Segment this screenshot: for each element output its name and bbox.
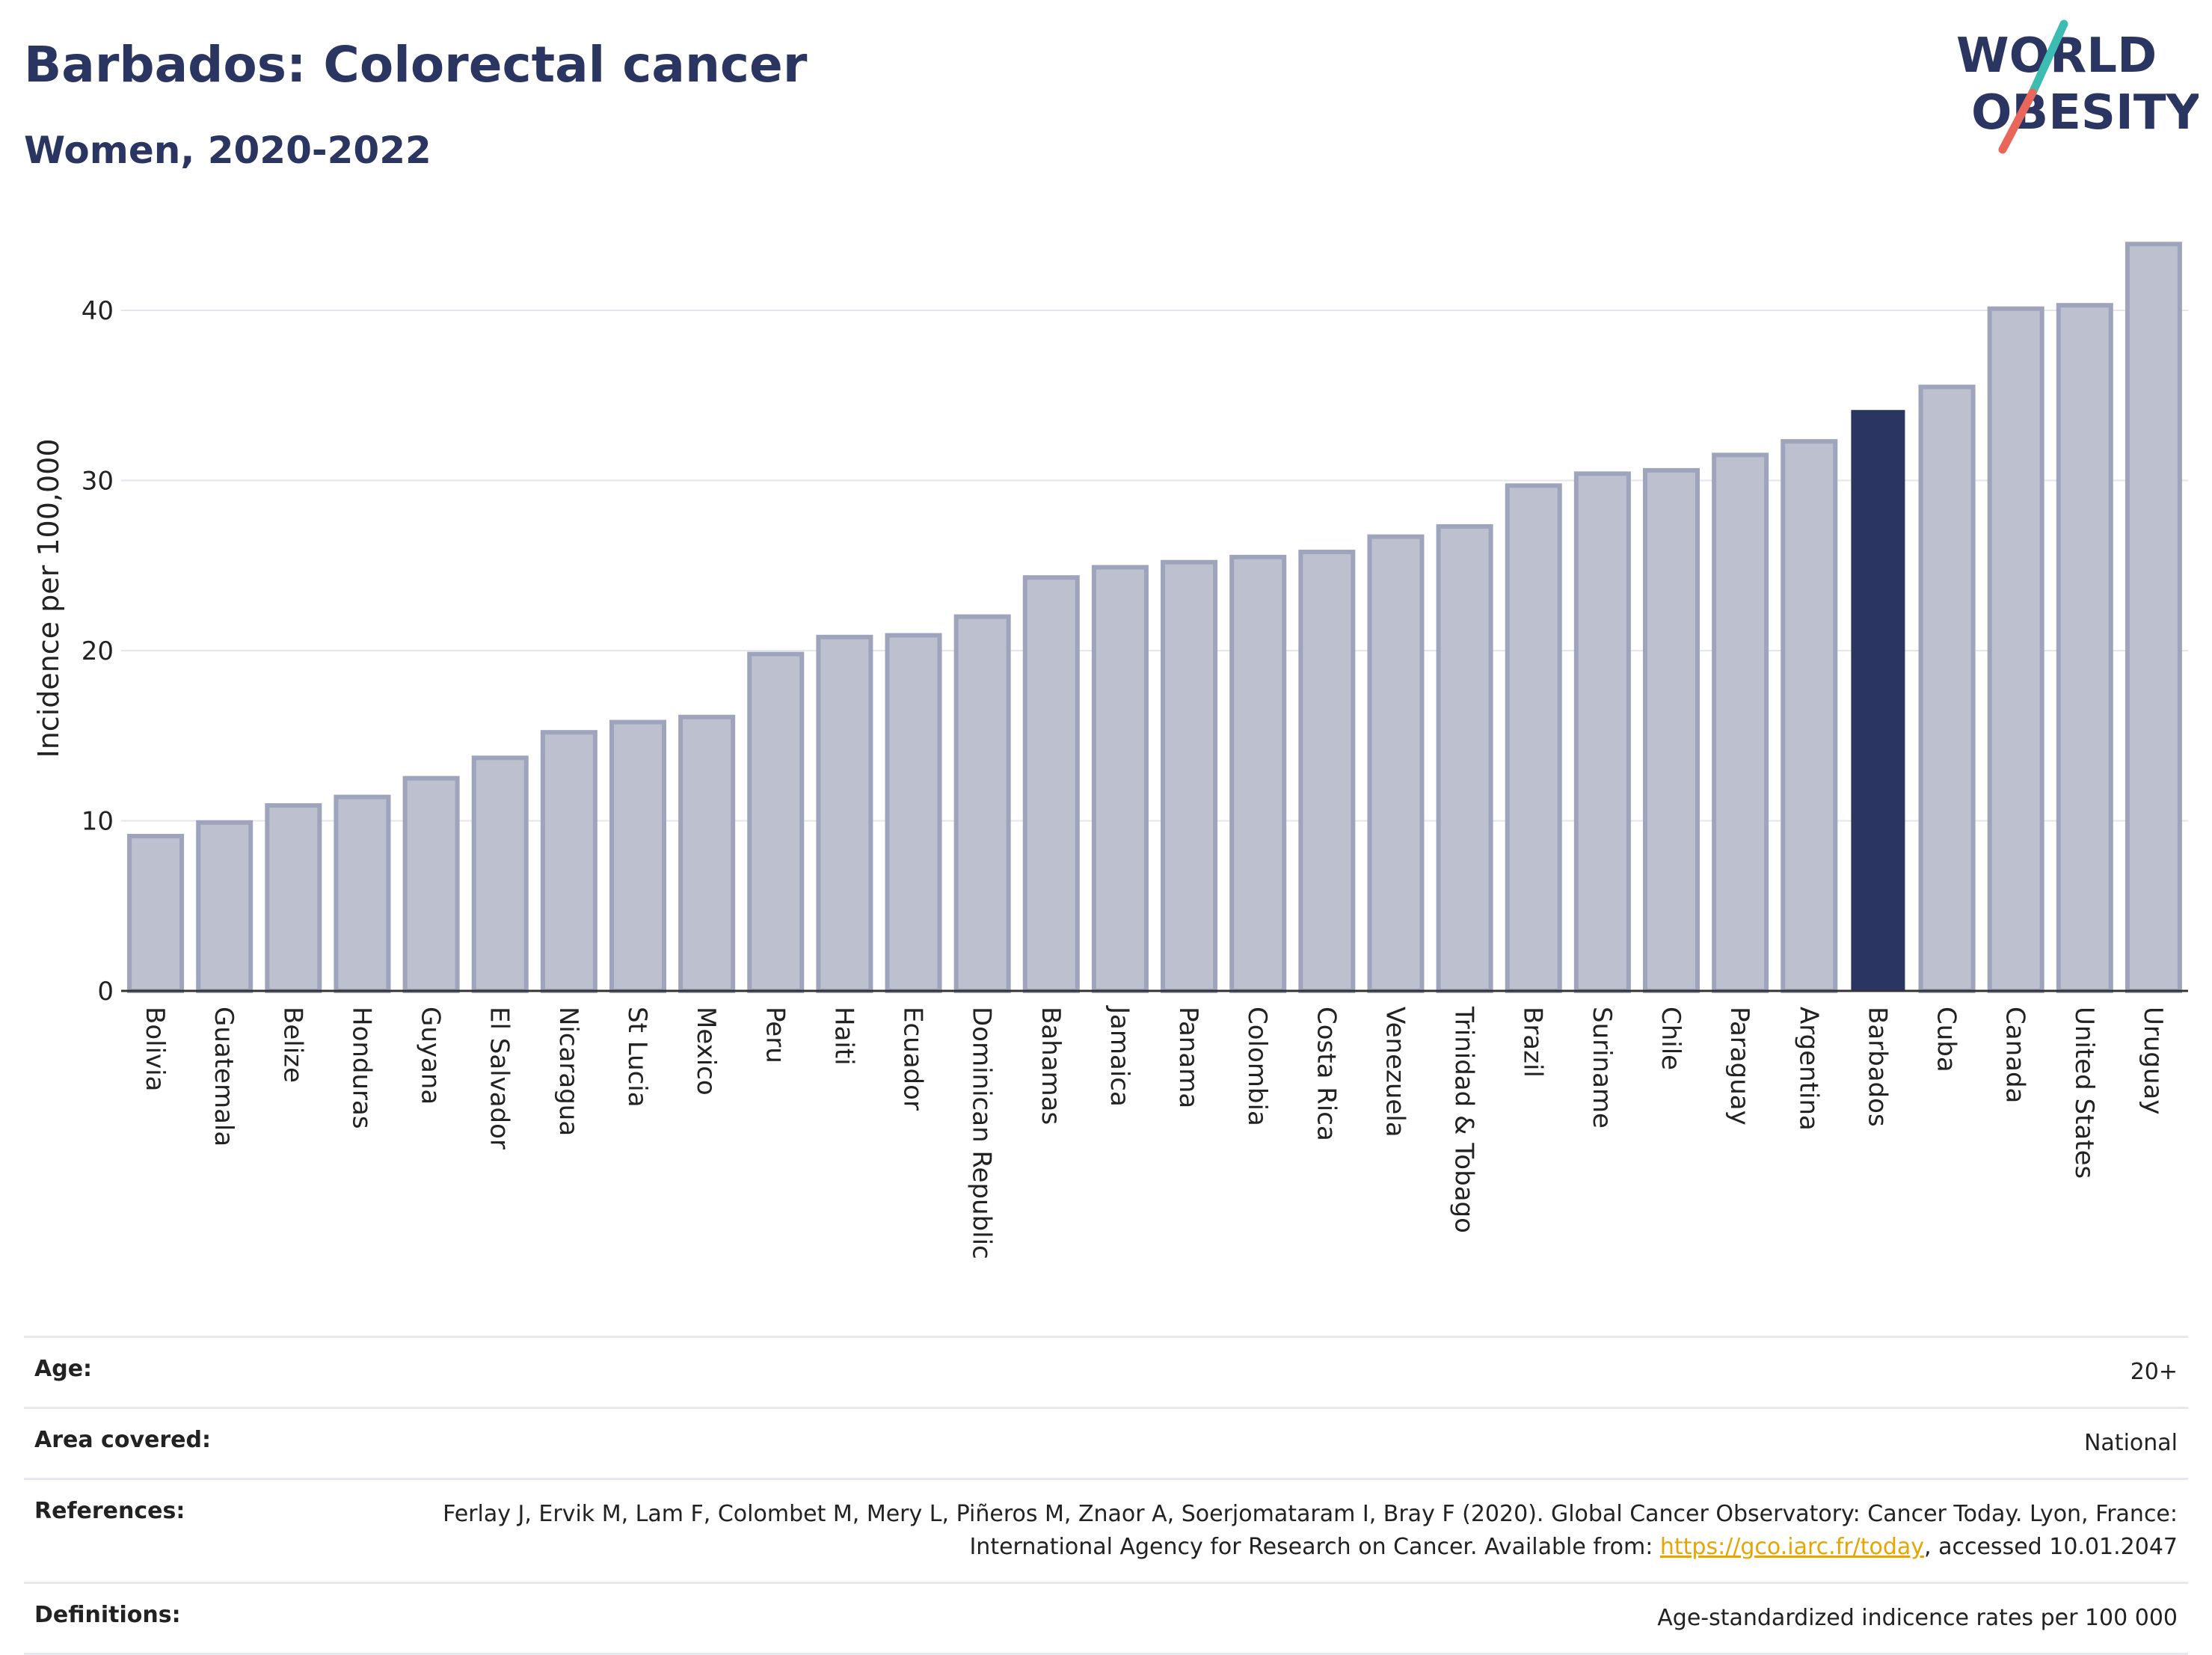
bar-trinidad-tobago — [1436, 523, 1493, 993]
x-tick-label: Jamaica — [1105, 1005, 1134, 1107]
bar-argentina — [1781, 439, 1838, 993]
bar-guatemala — [196, 820, 254, 994]
y-tick-label: 30 — [82, 467, 114, 497]
bar-guyana — [402, 776, 460, 993]
meta-label-definitions: Definitions: — [34, 1602, 181, 1628]
meta-row-area: Area covered: National — [24, 1407, 2188, 1479]
reference-link[interactable]: https://gco.iarc.fr/today — [1659, 1534, 1925, 1560]
bar-ecuador — [885, 633, 942, 994]
x-tick-label: Chile — [1656, 1007, 1686, 1070]
x-tick-label: Haiti — [829, 1007, 858, 1066]
reference-text-end: , accessed 10.01.2047 — [1924, 1534, 2178, 1560]
meta-value-definitions: Age-standardized indicence rates per 100… — [1657, 1605, 2178, 1631]
x-tick-label: Canada — [2000, 1007, 2030, 1103]
x-tick-label: Brazil — [1518, 1007, 1548, 1078]
page-subtitle: Women, 2020-2022 — [24, 129, 431, 172]
x-tick-label: Costa Rica — [1311, 1007, 1341, 1141]
x-tick-label: Uruguay — [2138, 1007, 2168, 1115]
bar-nicaragua — [540, 730, 597, 993]
bar-venezuela — [1367, 534, 1425, 993]
bar-suriname — [1573, 471, 1631, 993]
x-tick-label: Cuba — [1932, 1007, 1961, 1072]
x-tick-label: Peru — [760, 1007, 790, 1063]
x-tick-label: Dominican Republic — [967, 1007, 997, 1259]
meta-label-area: Area covered: — [34, 1427, 211, 1453]
logo-slash-coral — [1998, 88, 2037, 154]
metadata-table: Age: 20+ Area covered: National Referenc… — [24, 1336, 2188, 1655]
y-tick-label: 0 — [97, 977, 114, 1007]
world-obesity-logo: WORLD OBESITY — [1956, 19, 2199, 154]
y-tick-label: 20 — [82, 636, 114, 666]
x-tick-label: Bahamas — [1036, 1007, 1066, 1125]
bar-united-states — [2056, 303, 2113, 993]
bar-haiti — [816, 634, 873, 993]
x-tick-label: Paraguay — [1724, 1007, 1754, 1126]
y-axis-title: Incidence per 100,000 — [32, 438, 65, 758]
x-tick-label: Panama — [1173, 1007, 1203, 1108]
bar-barbados — [1851, 410, 1905, 992]
bar-colombia — [1229, 554, 1287, 993]
bar-honduras — [334, 794, 391, 994]
bar-canada — [1987, 306, 2044, 994]
x-axis-labels: Bolivia Guatemala Belize Honduras Guyana El S… — [140, 1005, 2168, 1259]
bar-belize — [265, 803, 322, 994]
x-tick-label: Barbados — [1862, 1007, 1892, 1127]
bar-brazil — [1505, 483, 1562, 993]
x-tick-label: Guyana — [416, 1007, 446, 1105]
y-axis-ticks: 0 10 20 30 40 — [82, 296, 114, 1007]
bar-mexico — [678, 714, 736, 993]
bar-panama — [1161, 559, 1218, 993]
chart-bars — [127, 242, 2182, 994]
x-tick-label: Bolivia — [140, 1007, 170, 1091]
x-tick-label: United States — [2069, 1007, 2099, 1179]
meta-row-definitions: Definitions: Age-standardized indicence … — [24, 1582, 2188, 1654]
chart-gridlines — [121, 310, 2188, 822]
x-tick-label: Guatemala — [209, 1007, 239, 1146]
meta-value-area: National — [2083, 1430, 2178, 1456]
bar-st-lucia — [609, 719, 667, 993]
x-tick-label: El Salvador — [485, 1007, 514, 1149]
x-tick-label: Suriname — [1587, 1007, 1617, 1129]
bar-jamaica — [1091, 565, 1149, 993]
x-tick-label: Mexico — [691, 1007, 721, 1096]
x-tick-label: Ecuador — [898, 1007, 928, 1111]
x-tick-label: St Lucia — [622, 1007, 652, 1108]
x-tick-label: Argentina — [1793, 1007, 1823, 1131]
bar-peru — [747, 651, 805, 993]
page-title: Barbados: Colorectal cancer — [24, 36, 808, 93]
bar-cuba — [1918, 384, 1976, 993]
bar-uruguay — [2125, 242, 2182, 993]
reference-text: Ferlay J, Ervik M, Lam F, Colombet M, Me… — [443, 1501, 2178, 1560]
bar-chart: 0 10 20 30 40 Bolivia Guatemala Belize Honduras… — [32, 242, 2188, 1259]
logo-slash-teal — [2028, 19, 2068, 97]
x-tick-label: Belize — [277, 1007, 307, 1083]
bar-dominican-republic — [953, 614, 1011, 993]
bar-chile — [1642, 467, 1701, 993]
bar-paraguay — [1712, 452, 1769, 993]
meta-value-references: Ferlay J, Ervik M, Lam F, Colombet M, Me… — [314, 1479, 2188, 1583]
x-tick-label: Trinidad & Tobago — [1449, 1006, 1479, 1233]
x-tick-label: Venezuela — [1380, 1007, 1410, 1137]
meta-label-references: References: — [34, 1498, 185, 1524]
y-tick-label: 40 — [82, 296, 114, 326]
bar-el-salvador — [471, 755, 529, 993]
y-tick-label: 10 — [82, 807, 114, 837]
meta-label-age: Age: — [34, 1356, 93, 1382]
bar-bahamas — [1022, 575, 1080, 993]
x-tick-label: Honduras — [346, 1007, 376, 1129]
meta-row-age: Age: 20+ — [24, 1336, 2188, 1408]
meta-row-references: References: Ferlay J, Ervik M, Lam F, Co… — [24, 1479, 2188, 1583]
x-tick-label: Nicaragua — [553, 1007, 583, 1136]
bar-bolivia — [127, 833, 185, 993]
bar-costa-rica — [1298, 550, 1356, 993]
meta-value-age: 20+ — [2130, 1359, 2178, 1385]
x-tick-label: Colombia — [1242, 1007, 1272, 1126]
